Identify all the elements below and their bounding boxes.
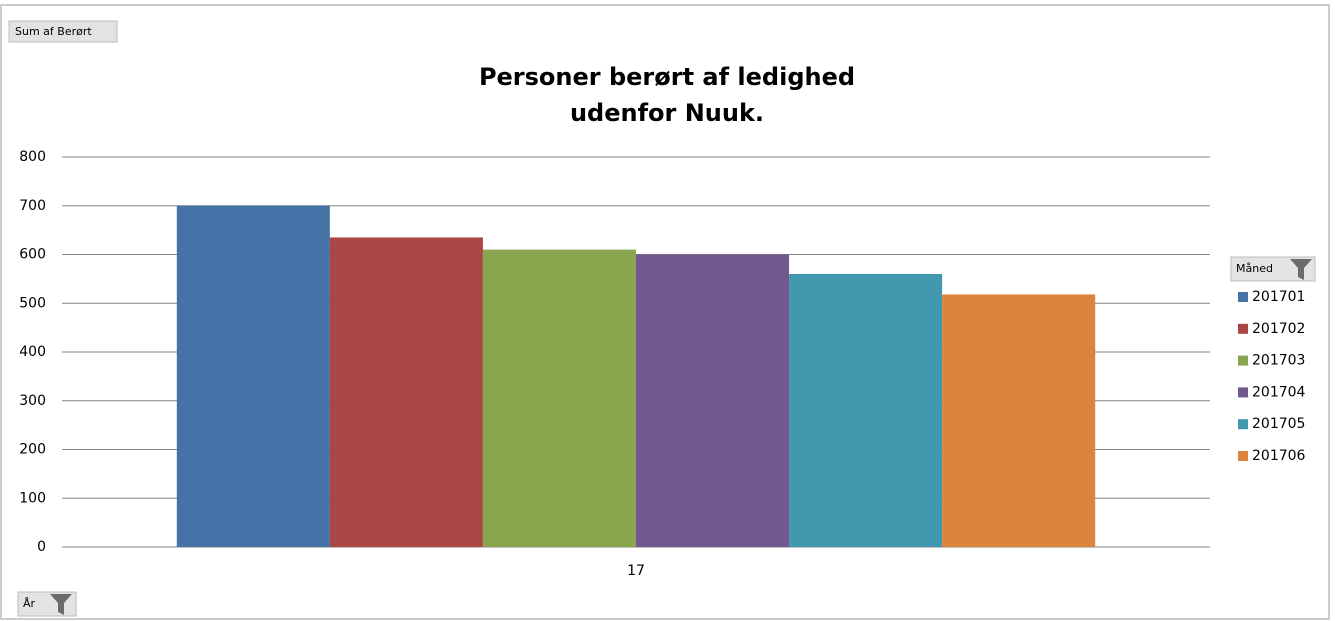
legend-label: 201705 [1252,416,1305,432]
chart-title: udenfor Nuuk. [570,99,764,127]
legend-swatch [1238,387,1248,398]
legend-swatch [1238,451,1248,461]
x-tick-label: 17 [627,563,645,579]
legend-swatch [1238,355,1248,366]
bar [789,274,943,547]
legend-field-label: Måned [1236,262,1273,275]
legend-label: 201704 [1252,384,1306,400]
y-tick-label: 400 [19,344,46,360]
chart-title: Personer berørt af ledighed [479,63,855,91]
filter-icon [50,594,72,615]
axis-field-label: År [23,597,36,610]
y-tick-label: 300 [19,393,46,409]
filter-icon [1290,259,1312,280]
value-field-label: Sum af Berørt [15,25,92,38]
y-tick-label: 700 [19,198,46,214]
value-field-button[interactable] [8,20,118,43]
bar [329,237,483,547]
bar [482,249,636,547]
y-tick-label: 800 [19,149,46,165]
legend-label: 201702 [1252,321,1305,337]
legend-swatch [1238,292,1248,302]
bar [942,294,1096,547]
y-tick-label: 600 [19,247,46,263]
bar [176,205,330,547]
legend-label: 201703 [1252,353,1305,369]
y-tick-label: 500 [19,295,46,311]
y-tick-label: 100 [19,490,46,506]
legend-swatch [1238,323,1248,334]
legend-label: 201706 [1252,448,1306,464]
legend-swatch [1238,419,1248,430]
bar [636,254,790,547]
legend-label: 201701 [1252,289,1305,305]
y-tick-label: 200 [19,442,46,458]
y-tick-label: 0 [37,539,46,555]
